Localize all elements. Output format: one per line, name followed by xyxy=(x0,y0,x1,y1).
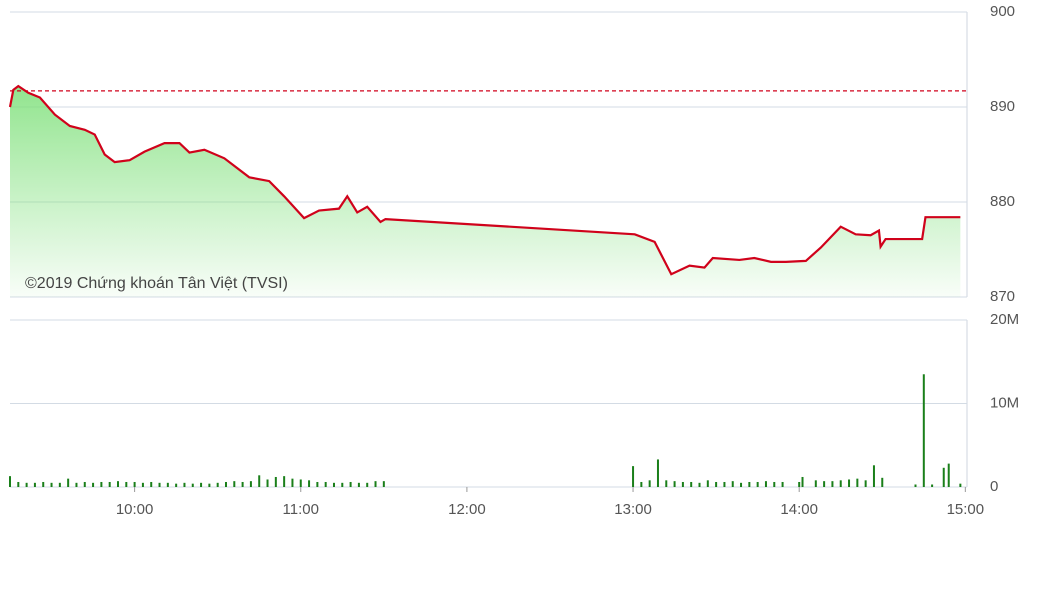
volume-bar xyxy=(50,482,53,487)
volume-bar xyxy=(258,475,261,487)
volume-bar xyxy=(665,480,668,487)
volume-bar xyxy=(959,483,962,487)
volume-bar xyxy=(690,481,693,487)
volume-bar xyxy=(133,481,136,487)
volume-bar xyxy=(715,481,718,487)
volume-bar xyxy=(374,481,377,487)
volume-bar xyxy=(382,481,385,487)
volume-bar xyxy=(17,481,20,487)
volume-bar xyxy=(872,465,875,487)
volume-bar xyxy=(241,481,244,487)
volume-bar xyxy=(922,374,925,487)
volume-bar xyxy=(166,482,169,487)
y-tick-label: 10M xyxy=(990,394,1019,411)
volume-bar xyxy=(823,481,826,487)
volume-bar xyxy=(274,476,277,487)
volume-bar xyxy=(25,482,28,487)
price-area xyxy=(10,86,961,297)
y-tick-label: 20M xyxy=(990,311,1019,328)
volume-bar xyxy=(931,484,934,487)
volume-bar xyxy=(324,481,327,487)
volume-bar xyxy=(942,467,945,487)
volume-bar xyxy=(914,484,917,487)
volume-bar xyxy=(881,477,884,487)
volume-bar xyxy=(208,483,211,487)
x-tick-label: 15:00 xyxy=(947,501,985,518)
volume-bar xyxy=(748,481,751,487)
volume-bar xyxy=(640,481,643,487)
volume-bar xyxy=(681,481,684,487)
volume-bar xyxy=(200,482,203,487)
volume-bar xyxy=(67,478,70,487)
y-tick-label: 890 xyxy=(990,98,1015,115)
price-line xyxy=(8,84,961,276)
volume-bar xyxy=(706,480,709,487)
volume-bar xyxy=(308,480,311,487)
volume-bar xyxy=(83,481,86,487)
volume-bar xyxy=(781,481,784,487)
volume-bar xyxy=(9,476,11,487)
volume-bar xyxy=(100,481,103,487)
volume-bar xyxy=(58,482,61,487)
volume-bar xyxy=(125,481,128,487)
volume-bar xyxy=(183,482,186,487)
volume-bar xyxy=(648,480,651,487)
volume-bar xyxy=(42,481,45,487)
volume-bar xyxy=(723,481,726,487)
volume-bar xyxy=(798,481,801,487)
volume-bar xyxy=(756,481,759,487)
volume-bar xyxy=(75,482,78,487)
volume-bar xyxy=(175,483,178,487)
volume-bar xyxy=(673,481,676,487)
y-tick-label: 900 xyxy=(990,3,1015,20)
volume-bar xyxy=(814,480,817,487)
volume-bar xyxy=(357,482,360,487)
volume-bar xyxy=(141,482,144,487)
volume-bar xyxy=(341,482,344,487)
volume-bar xyxy=(33,482,36,487)
x-tick-label: 13:00 xyxy=(614,501,652,518)
x-tick-label: 10:00 xyxy=(116,501,154,518)
volume-bar xyxy=(158,482,161,487)
volume-bar xyxy=(831,481,834,487)
volume-bar xyxy=(108,481,111,487)
volume-bar xyxy=(848,479,851,487)
volume-bar xyxy=(839,480,842,487)
volume-bar xyxy=(656,459,659,487)
volume-bar xyxy=(947,463,950,487)
volume-bar xyxy=(116,481,119,487)
volume-bar xyxy=(216,482,219,487)
volume-bar xyxy=(764,481,767,487)
volume-bar xyxy=(283,476,286,487)
volume-bar xyxy=(191,483,194,487)
volume-bar xyxy=(349,481,352,487)
volume-bar xyxy=(740,482,743,487)
volume-bar xyxy=(291,478,294,487)
x-tick-label: 11:00 xyxy=(283,501,319,518)
volume-bar xyxy=(632,466,635,487)
volume-bar xyxy=(773,481,776,487)
volume-bar xyxy=(698,482,701,487)
volume-bar xyxy=(224,481,227,487)
y-tick-label: 0 xyxy=(990,478,998,495)
y-tick-label: 880 xyxy=(990,193,1015,210)
volume-bar xyxy=(233,481,236,487)
x-tick-label: 12:00 xyxy=(448,501,486,518)
volume-bar xyxy=(801,476,804,487)
volume-bar xyxy=(856,478,859,487)
x-tick-label: 14:00 xyxy=(780,501,818,518)
volume-bar xyxy=(332,482,335,487)
volume-bar xyxy=(249,481,252,487)
volume-bar xyxy=(92,482,95,487)
volume-bar xyxy=(731,481,734,487)
volume-bar xyxy=(366,482,369,487)
volume-bar xyxy=(266,479,269,487)
y-tick-label: 870 xyxy=(990,288,1015,305)
volume-bar xyxy=(150,481,153,487)
copyright: ©2019 Chứng khoán Tân Việt (TVSI) xyxy=(25,275,288,292)
volume-bar xyxy=(299,479,302,487)
volume-bar xyxy=(864,480,867,487)
volume-bar xyxy=(316,481,319,487)
